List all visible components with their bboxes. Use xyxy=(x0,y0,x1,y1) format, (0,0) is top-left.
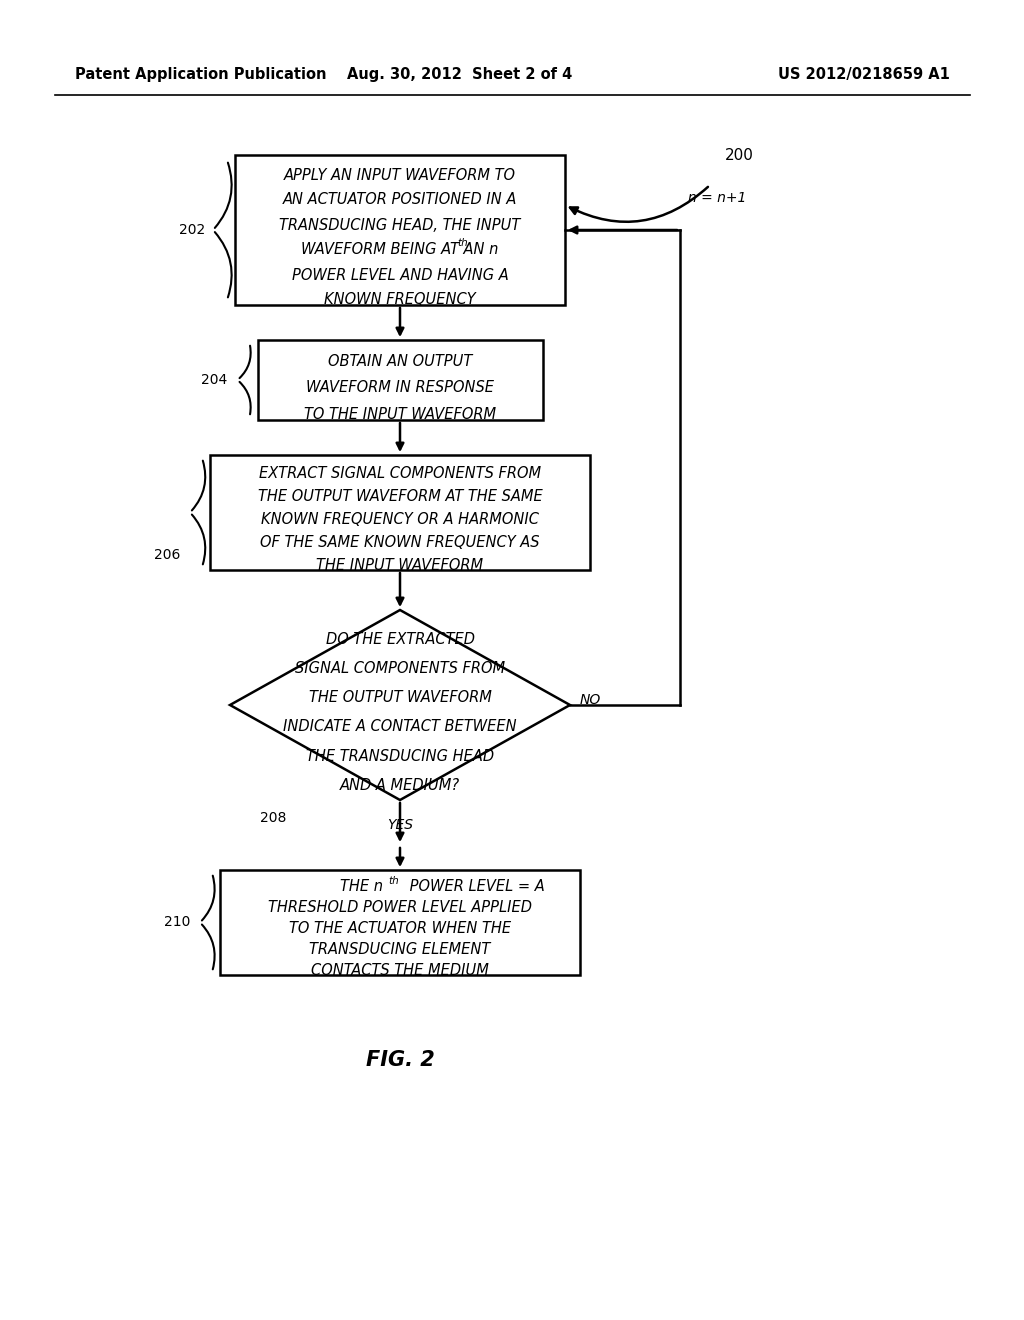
Text: th: th xyxy=(388,875,398,886)
Text: AND A MEDIUM?: AND A MEDIUM? xyxy=(340,777,460,793)
Text: 200: 200 xyxy=(725,148,754,162)
Text: NO: NO xyxy=(580,693,601,708)
Text: THE OUTPUT WAVEFORM: THE OUTPUT WAVEFORM xyxy=(308,690,492,705)
Text: OBTAIN AN OUTPUT: OBTAIN AN OUTPUT xyxy=(328,354,472,368)
Text: THE OUTPUT WAVEFORM AT THE SAME: THE OUTPUT WAVEFORM AT THE SAME xyxy=(258,488,543,504)
Text: Patent Application Publication: Patent Application Publication xyxy=(75,67,327,82)
Text: CONTACTS THE MEDIUM: CONTACTS THE MEDIUM xyxy=(311,964,488,978)
Text: AN ACTUATOR POSITIONED IN A: AN ACTUATOR POSITIONED IN A xyxy=(283,193,517,207)
Bar xyxy=(234,154,565,305)
Bar xyxy=(257,341,543,420)
Text: US 2012/0218659 A1: US 2012/0218659 A1 xyxy=(778,67,950,82)
Text: SIGNAL COMPONENTS FROM: SIGNAL COMPONENTS FROM xyxy=(295,661,505,676)
Text: POWER LEVEL = A: POWER LEVEL = A xyxy=(406,879,545,895)
Text: EXTRACT SIGNAL COMPONENTS FROM: EXTRACT SIGNAL COMPONENTS FROM xyxy=(259,466,541,480)
Bar xyxy=(220,870,580,975)
Text: KNOWN FREQUENCY: KNOWN FREQUENCY xyxy=(325,293,476,308)
Text: TRANSDUCING ELEMENT: TRANSDUCING ELEMENT xyxy=(309,942,490,957)
Text: 202: 202 xyxy=(179,223,205,238)
Text: THE TRANSDUCING HEAD: THE TRANSDUCING HEAD xyxy=(306,748,494,764)
Text: WAVEFORM BEING AT AN n: WAVEFORM BEING AT AN n xyxy=(301,243,499,257)
Text: 210: 210 xyxy=(164,916,190,929)
Text: n = n+1: n = n+1 xyxy=(688,191,746,205)
Polygon shape xyxy=(230,610,570,800)
Text: DO THE EXTRACTED: DO THE EXTRACTED xyxy=(326,632,474,647)
Text: YES: YES xyxy=(387,818,413,832)
Text: THE n: THE n xyxy=(341,879,384,895)
Text: THE INPUT WAVEFORM: THE INPUT WAVEFORM xyxy=(316,558,483,573)
Text: FIG. 2: FIG. 2 xyxy=(366,1049,434,1071)
Text: TO THE INPUT WAVEFORM: TO THE INPUT WAVEFORM xyxy=(304,407,496,422)
Text: Aug. 30, 2012  Sheet 2 of 4: Aug. 30, 2012 Sheet 2 of 4 xyxy=(347,67,572,82)
Text: OF THE SAME KNOWN FREQUENCY AS: OF THE SAME KNOWN FREQUENCY AS xyxy=(260,535,540,550)
Text: APPLY AN INPUT WAVEFORM TO: APPLY AN INPUT WAVEFORM TO xyxy=(284,168,516,182)
Text: TO THE ACTUATOR WHEN THE: TO THE ACTUATOR WHEN THE xyxy=(289,921,511,936)
Text: TRANSDUCING HEAD, THE INPUT: TRANSDUCING HEAD, THE INPUT xyxy=(280,218,520,232)
Text: INDICATE A CONTACT BETWEEN: INDICATE A CONTACT BETWEEN xyxy=(284,719,517,734)
Text: 208: 208 xyxy=(260,810,287,825)
Text: 204: 204 xyxy=(202,374,227,387)
Bar xyxy=(210,455,590,570)
Text: WAVEFORM IN RESPONSE: WAVEFORM IN RESPONSE xyxy=(306,380,494,396)
Text: POWER LEVEL AND HAVING A: POWER LEVEL AND HAVING A xyxy=(292,268,508,282)
Text: THRESHOLD POWER LEVEL APPLIED: THRESHOLD POWER LEVEL APPLIED xyxy=(268,900,532,915)
Text: 206: 206 xyxy=(154,548,180,562)
Text: th: th xyxy=(457,238,468,248)
Text: KNOWN FREQUENCY OR A HARMONIC: KNOWN FREQUENCY OR A HARMONIC xyxy=(261,512,539,527)
